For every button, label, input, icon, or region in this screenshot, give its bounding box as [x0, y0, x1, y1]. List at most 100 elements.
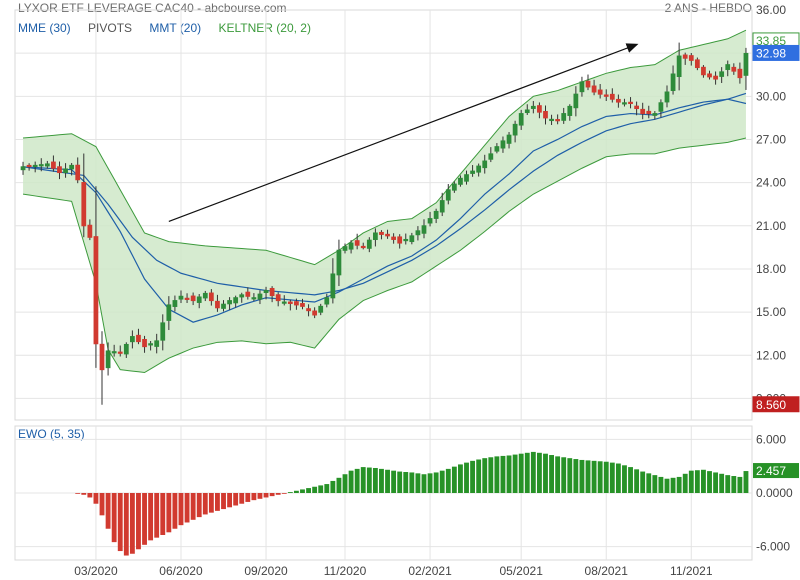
candle [300, 298, 305, 310]
ewo-y-tick-label: 6.000 [756, 432, 786, 446]
ewo-bar [123, 493, 129, 556]
candle [221, 300, 226, 312]
candle [239, 292, 245, 303]
candle-body [294, 301, 299, 306]
ewo-bar [87, 493, 93, 498]
candle [616, 94, 621, 108]
candle [421, 219, 427, 239]
candle-body [269, 287, 275, 297]
keltner-upper-line [22, 29, 747, 266]
candle [269, 286, 275, 303]
price-label: 32.98 [752, 44, 800, 61]
candle [445, 184, 451, 205]
ewo-bar [312, 486, 318, 493]
candle [32, 161, 38, 173]
candle-body [105, 350, 111, 369]
candle-body [537, 105, 542, 113]
candle [178, 290, 184, 304]
candle-body [713, 75, 718, 80]
ewo-bar [622, 465, 627, 493]
candle-body [342, 246, 348, 251]
candle-body [549, 118, 554, 122]
candle-body [44, 163, 50, 167]
ewo-bar [227, 493, 233, 508]
candle [707, 70, 712, 80]
ewo-bar [451, 466, 457, 493]
candle [336, 239, 342, 287]
candle-body [652, 113, 658, 116]
x-tick-label: 08/2021 [585, 564, 629, 578]
candle-body [373, 232, 378, 241]
ewo-bar [597, 461, 603, 493]
candle [330, 258, 336, 304]
candle-body [391, 236, 396, 240]
ewo-bar [561, 457, 567, 493]
candle [543, 105, 548, 125]
ewo-title: EWO (5, 35) [18, 427, 85, 441]
ewo-bar [330, 480, 336, 493]
candle-body [415, 230, 421, 236]
ewo-bar [221, 493, 226, 510]
candle [251, 293, 257, 302]
ewo-bar [482, 458, 488, 493]
candle [318, 303, 324, 316]
ewo-bar [233, 493, 239, 506]
candle-body [640, 108, 646, 115]
candle-body [57, 166, 62, 174]
trend-arrow [168, 43, 639, 223]
candle [591, 79, 597, 96]
ewo-bar [603, 461, 609, 493]
ewo-bar [500, 455, 506, 493]
ewo-bar [445, 468, 451, 493]
ewo-bar [464, 462, 469, 493]
candle-body [348, 242, 354, 250]
candle-body [330, 273, 336, 299]
candle [324, 293, 330, 308]
candle [518, 109, 524, 130]
candle [719, 67, 725, 83]
ewo-bar [142, 493, 147, 545]
candle [713, 71, 718, 85]
legend-mme[interactable]: MME (30) [18, 21, 71, 35]
ewo-bar [409, 472, 415, 493]
ewo-bar [342, 474, 348, 493]
candle [609, 88, 615, 103]
price-y-tick-label: 30.00 [756, 89, 786, 103]
legend-mmt[interactable]: MMT (20) [149, 21, 202, 35]
ewo-bar [670, 477, 676, 493]
candle [44, 160, 50, 169]
ewo-bar [348, 470, 354, 493]
candle-body [196, 296, 202, 303]
candle [397, 234, 403, 249]
x-tick-label: 11/2020 [324, 564, 367, 578]
ewo-bar [202, 493, 208, 515]
legend-keltner[interactable]: KELTNER (20, 2) [218, 21, 311, 35]
candle [561, 107, 567, 124]
candle-body [178, 295, 184, 300]
ewo-bar [634, 469, 640, 493]
ewo-bar [628, 467, 633, 493]
candle [111, 344, 117, 357]
candle-body [148, 343, 153, 346]
candle-body [354, 240, 360, 246]
candle-body [227, 300, 232, 305]
candle-body [524, 109, 530, 114]
candle-body [701, 66, 706, 76]
candle [688, 53, 694, 66]
candle [385, 229, 390, 239]
ewo-bar [154, 493, 160, 538]
candle-body [51, 161, 56, 169]
ewo-bar [81, 493, 87, 495]
candle [537, 102, 542, 119]
candle [294, 298, 299, 310]
candle [366, 237, 372, 253]
legend-pivots[interactable]: PIVOTS [88, 21, 133, 35]
chart-period: 2 ANS - HEBDO [664, 1, 752, 15]
candle [166, 296, 172, 331]
candle [360, 242, 366, 250]
ewo-bar [287, 492, 293, 493]
ewo-bar [93, 493, 99, 504]
ewo-bar [512, 454, 518, 493]
candle [263, 286, 269, 300]
